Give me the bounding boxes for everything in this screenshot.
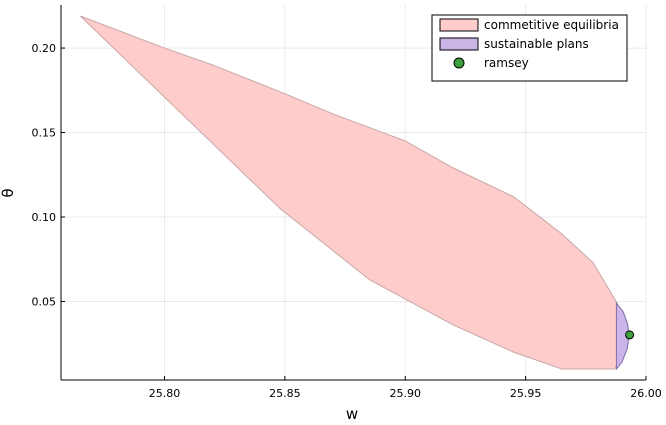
legend-swatch-0 [439,18,479,32]
x-tick-label: 25.85 [269,387,301,400]
legend-swatch-2 [453,57,465,69]
y-tick-label: 0.15 [32,127,57,140]
y-tick-label: 0.05 [32,295,57,308]
legend-label-1: sustainable plans [484,37,589,51]
series-region-1 [615,301,630,371]
x-tick-label: 25.90 [390,387,422,400]
y-axis-label: θ [0,188,17,197]
series-region-0 [79,15,630,370]
legend-label-2: ramsey [484,56,529,70]
legend-swatch-1 [439,37,479,51]
plot-area [79,15,635,371]
x-axis-label: w [346,405,358,423]
series-point-2 [625,330,635,340]
x-tick-label: 25.95 [510,387,542,400]
x-tick-label: 26.00 [630,387,662,400]
x-tick-label: 25.80 [149,387,181,400]
axes [60,5,646,381]
y-tick-label: 0.20 [32,42,57,55]
ticks: 25.80 25.85 25.90 25.95 26.00 0.05 0.10 0.15 0.2… [32,42,662,400]
legend: commetitive equilibria sustainable plans r… [431,14,628,82]
legend-label-0: commetitive equilibria [484,18,619,32]
y-tick-label: 0.10 [32,211,57,224]
